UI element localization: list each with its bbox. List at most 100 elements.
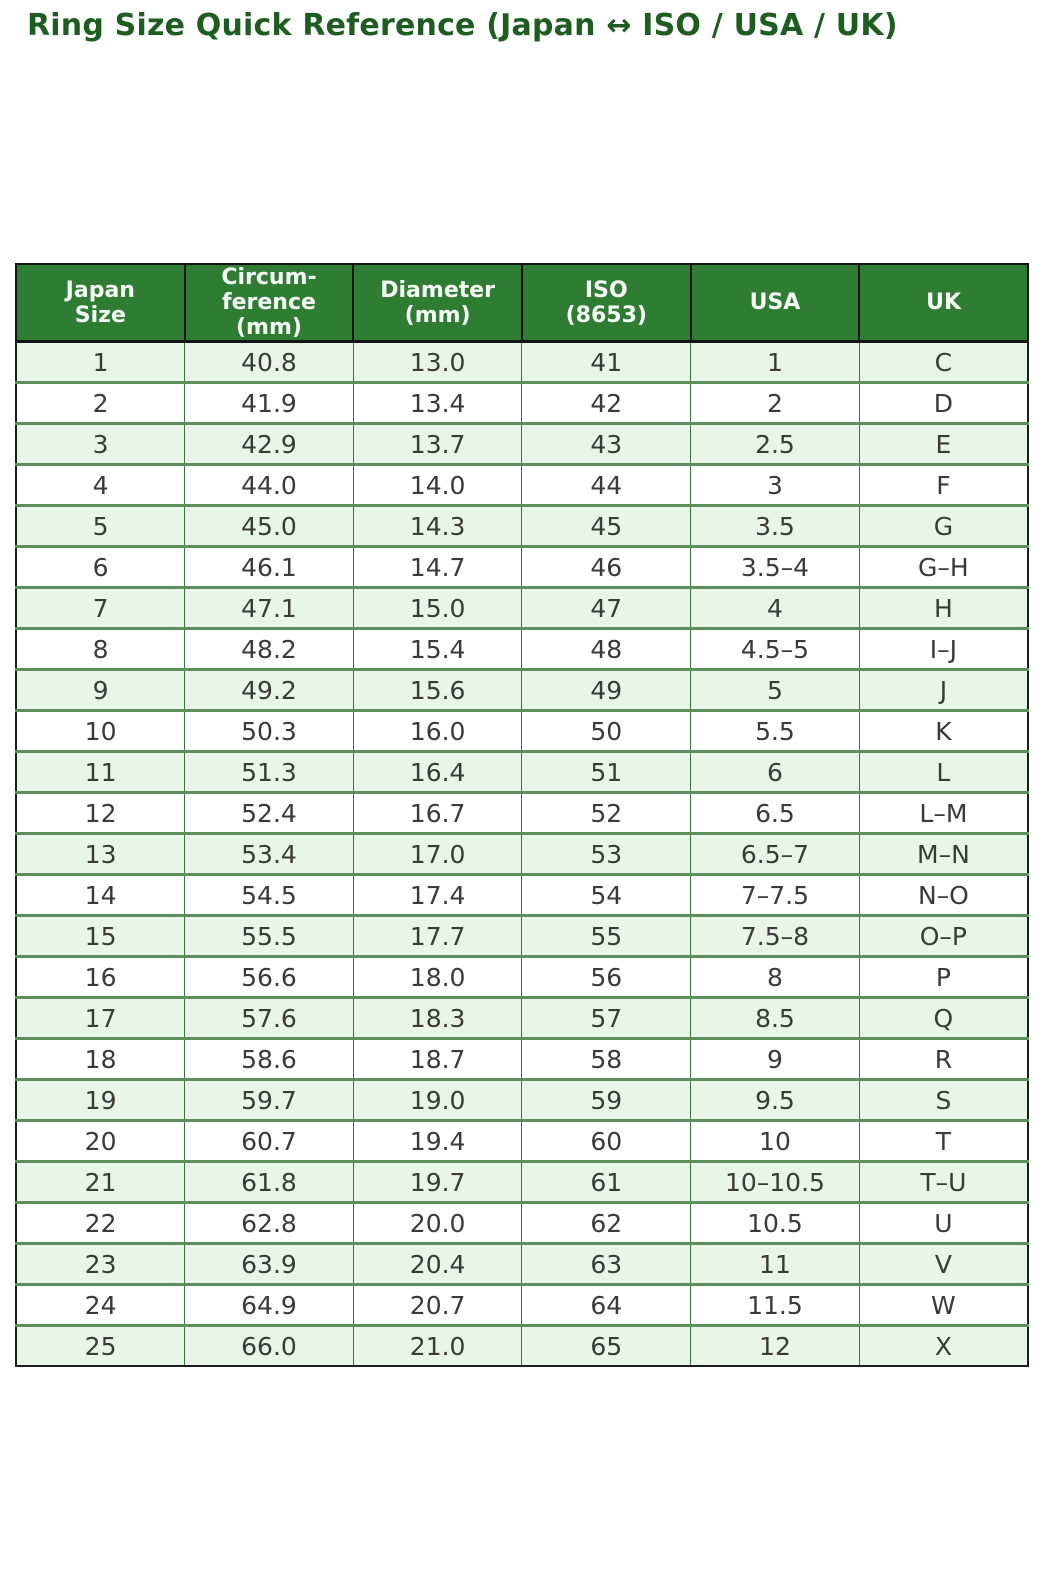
table-cell-col2: 15.0 xyxy=(352,586,523,629)
table-cell-col1: 63.9 xyxy=(184,1242,354,1285)
header-row: Japan Size Circum- ference (mm) Diameter (… xyxy=(15,263,1029,343)
table-cell-col4: 2.5 xyxy=(690,422,860,465)
table-cell-col5: X xyxy=(858,1324,1029,1366)
table-row: 16 56.6 18.0 56 8 P xyxy=(15,955,1029,998)
table-cell-col5: S xyxy=(858,1078,1029,1121)
table-cell-col3: 57 xyxy=(521,996,692,1039)
table-cell-col0: 9 xyxy=(15,668,186,711)
table-row: 19 59.7 19.0 59 9.5 S xyxy=(15,1078,1029,1121)
table-cell-col5: W xyxy=(858,1283,1029,1326)
table-cell-col5: E xyxy=(858,422,1029,465)
table-cell-col2: 16.0 xyxy=(352,709,523,752)
table-cell-col0: 21 xyxy=(15,1160,186,1203)
table-row: 8 48.2 15.4 48 4.5–5 I–J xyxy=(15,627,1029,670)
table-cell-col4: 5.5 xyxy=(690,709,860,752)
table-cell-col4: 10.5 xyxy=(690,1201,860,1244)
table-cell-col5: J xyxy=(858,668,1029,711)
table-cell-col0: 5 xyxy=(15,504,186,547)
table-cell-col4: 10 xyxy=(690,1119,860,1162)
table-row: 21 61.8 19.7 61 10–10.5 T–U xyxy=(15,1160,1029,1203)
table-cell-col2: 15.6 xyxy=(352,668,523,711)
table-cell-col0: 10 xyxy=(15,709,186,752)
table-cell-col1: 62.8 xyxy=(184,1201,354,1244)
table-row: 11 51.3 16.4 51 6 L xyxy=(15,750,1029,793)
table-cell-col2: 18.3 xyxy=(352,996,523,1039)
table-cell-col1: 55.5 xyxy=(184,914,354,957)
table-cell-col4: 4 xyxy=(690,586,860,629)
column-header-1: Circum- ference (mm) xyxy=(183,263,355,343)
table-cell-col0: 2 xyxy=(15,381,186,424)
table-cell-col0: 16 xyxy=(15,955,186,998)
table-cell-col4: 10–10.5 xyxy=(690,1160,860,1203)
table-cell-col1: 60.7 xyxy=(184,1119,354,1162)
table-header: Japan Size Circum- ference (mm) Diameter (… xyxy=(15,263,1029,343)
table-body: 1 40.8 13.0 41 1 C 2 41.9 13.4 42 2 D 3 42.9 13.7 43 2.5… xyxy=(15,340,1029,1366)
table-cell-col4: 8 xyxy=(690,955,860,998)
table-cell-col0: 7 xyxy=(15,586,186,629)
table-row: 3 42.9 13.7 43 2.5 E xyxy=(15,422,1029,465)
table-cell-col2: 19.4 xyxy=(352,1119,523,1162)
table-cell-col5: D xyxy=(858,381,1029,424)
table-row: 2 41.9 13.4 42 2 D xyxy=(15,381,1029,424)
table-cell-col0: 22 xyxy=(15,1201,186,1244)
column-header-5: UK xyxy=(858,263,1029,343)
table-cell-col4: 7.5–8 xyxy=(690,914,860,957)
table-cell-col4: 5 xyxy=(690,668,860,711)
table-cell-col5: G–H xyxy=(858,545,1029,588)
table-cell-col0: 11 xyxy=(15,750,186,793)
table-cell-col3: 46 xyxy=(521,545,692,588)
table-cell-col5: H xyxy=(858,586,1029,629)
table-cell-col1: 56.6 xyxy=(184,955,354,998)
table-cell-col4: 6 xyxy=(690,750,860,793)
table-cell-col2: 17.7 xyxy=(352,914,523,957)
table-cell-col1: 44.0 xyxy=(184,463,354,506)
table-cell-col0: 24 xyxy=(15,1283,186,1326)
table-row: 13 53.4 17.0 53 6.5–7 M–N xyxy=(15,832,1029,875)
table-cell-col1: 59.7 xyxy=(184,1078,354,1121)
table-cell-col4: 11.5 xyxy=(690,1283,860,1326)
table-cell-col0: 6 xyxy=(15,545,186,588)
table-cell-col3: 53 xyxy=(521,832,692,875)
table-cell-col0: 17 xyxy=(15,996,186,1039)
table-cell-col3: 58 xyxy=(521,1037,692,1080)
ring-size-table: Japan Size Circum- ference (mm) Diameter (… xyxy=(15,263,1029,1367)
table-cell-col4: 8.5 xyxy=(690,996,860,1039)
table-cell-col5: L–M xyxy=(858,791,1029,834)
table-cell-col5: K xyxy=(858,709,1029,752)
table-cell-col2: 19.0 xyxy=(352,1078,523,1121)
table-cell-col3: 61 xyxy=(521,1160,692,1203)
table-cell-col3: 50 xyxy=(521,709,692,752)
table-cell-col0: 13 xyxy=(15,832,186,875)
table-row: 9 49.2 15.6 49 5 J xyxy=(15,668,1029,711)
table-cell-col2: 16.7 xyxy=(352,791,523,834)
table-cell-col5: G xyxy=(858,504,1029,547)
table-row: 1 40.8 13.0 41 1 C xyxy=(15,340,1029,383)
table-cell-col3: 41 xyxy=(521,340,692,383)
table-row: 25 66.0 21.0 65 12 X xyxy=(15,1324,1029,1366)
table-cell-col0: 25 xyxy=(15,1324,186,1366)
column-header-0: Japan Size xyxy=(15,263,186,343)
table-cell-col1: 50.3 xyxy=(184,709,354,752)
table-cell-col1: 42.9 xyxy=(184,422,354,465)
table-cell-col2: 20.7 xyxy=(352,1283,523,1326)
table-cell-col5: C xyxy=(858,340,1029,383)
table-cell-col3: 45 xyxy=(521,504,692,547)
table-cell-col3: 48 xyxy=(521,627,692,670)
column-header-3: ISO (8653) xyxy=(520,263,692,343)
table-cell-col2: 20.0 xyxy=(352,1201,523,1244)
table-cell-col1: 51.3 xyxy=(184,750,354,793)
table-row: 22 62.8 20.0 62 10.5 U xyxy=(15,1201,1029,1244)
table-row: 6 46.1 14.7 46 3.5–4 G–H xyxy=(15,545,1029,588)
table-cell-col1: 45.0 xyxy=(184,504,354,547)
table-cell-col4: 6.5 xyxy=(690,791,860,834)
table-cell-col5: N–O xyxy=(858,873,1029,916)
table-row: 12 52.4 16.7 52 6.5 L–M xyxy=(15,791,1029,834)
table-cell-col5: M–N xyxy=(858,832,1029,875)
table-cell-col0: 3 xyxy=(15,422,186,465)
table-cell-col5: F xyxy=(858,463,1029,506)
table-cell-col1: 58.6 xyxy=(184,1037,354,1080)
table-row: 4 44.0 14.0 44 3 F xyxy=(15,463,1029,506)
table-cell-col3: 60 xyxy=(521,1119,692,1162)
table-cell-col3: 49 xyxy=(521,668,692,711)
table-cell-col4: 3.5 xyxy=(690,504,860,547)
